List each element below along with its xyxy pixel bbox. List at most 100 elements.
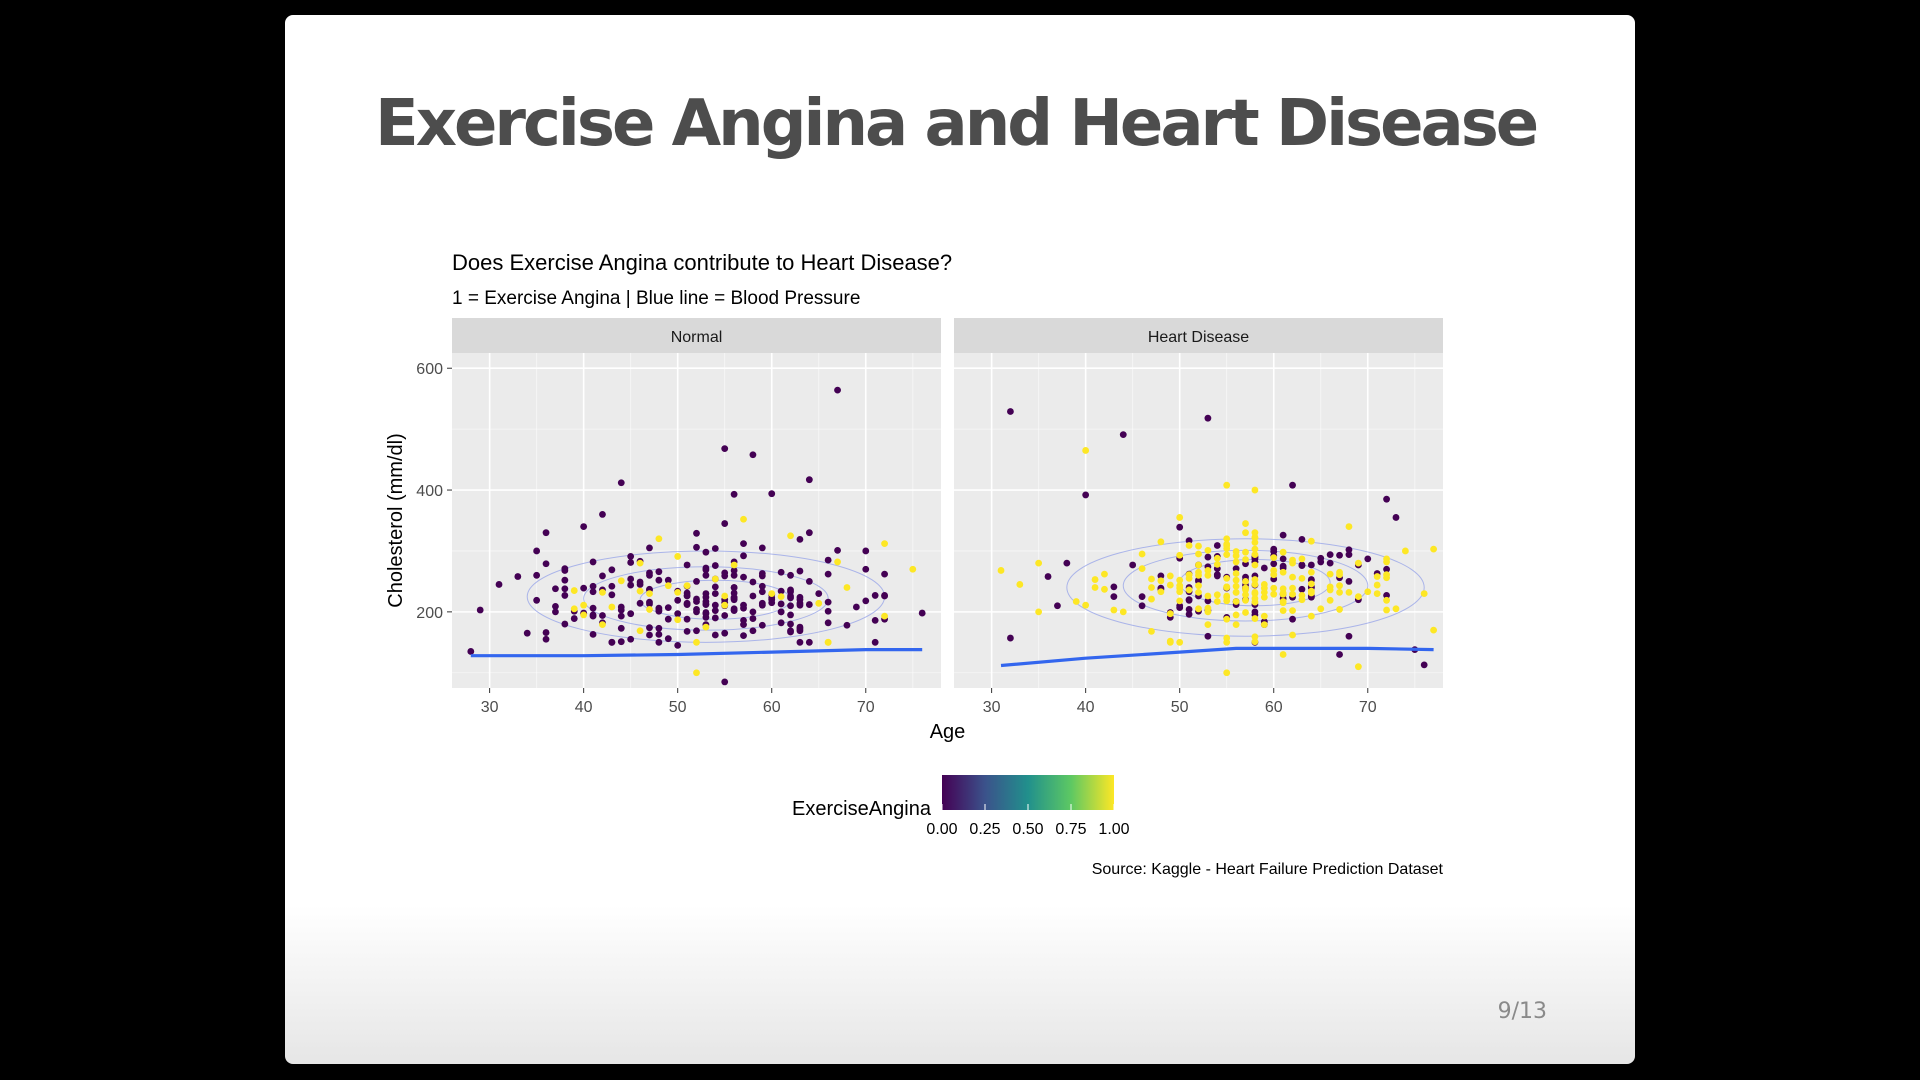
data-point (852, 603, 860, 611)
data-point (570, 605, 578, 613)
data-point (1326, 570, 1334, 578)
data-point (1129, 561, 1137, 569)
data-point (1336, 551, 1343, 559)
data-point (777, 568, 785, 576)
data-point (1195, 576, 1202, 584)
data-point (1270, 554, 1278, 562)
data-point (1232, 598, 1240, 605)
data-point (1213, 591, 1221, 599)
data-point (617, 479, 625, 487)
data-point (1035, 559, 1043, 567)
x-tick-label: 60 (763, 699, 781, 716)
data-point (815, 590, 823, 597)
data-point (561, 585, 569, 593)
data-point (655, 535, 663, 543)
data-point (617, 606, 625, 614)
data-point (1298, 535, 1306, 543)
data-point (1223, 542, 1231, 549)
data-point (561, 576, 569, 584)
data-point (721, 445, 729, 453)
data-point (627, 635, 635, 643)
facet-strip-label: Heart Disease (1148, 329, 1249, 346)
data-point (711, 575, 719, 583)
data-point (805, 476, 813, 484)
data-point (1223, 597, 1231, 605)
data-point (862, 565, 870, 573)
data-point (1082, 491, 1090, 499)
data-point (749, 451, 757, 459)
data-point (542, 560, 550, 568)
data-point (589, 612, 597, 620)
data-point (881, 540, 888, 548)
data-point (476, 606, 484, 614)
data-point (608, 591, 616, 599)
data-point (1204, 608, 1212, 616)
data-point (1383, 495, 1390, 503)
data-point (871, 638, 879, 646)
data-point (1232, 582, 1240, 590)
data-point (1091, 584, 1099, 591)
data-point (1204, 621, 1212, 629)
data-point (824, 570, 832, 578)
data-point (1279, 548, 1287, 556)
x-tick-label: 50 (1171, 699, 1189, 716)
data-point (711, 590, 719, 597)
data-point (636, 627, 644, 635)
data-point (636, 599, 644, 607)
data-point (1383, 574, 1390, 582)
data-point (1392, 605, 1400, 613)
data-point (1260, 593, 1268, 601)
density-contour (1066, 538, 1425, 637)
data-point (1373, 590, 1381, 597)
data-point (702, 593, 710, 601)
data-point (580, 601, 588, 609)
data-point (796, 596, 804, 604)
data-point (693, 529, 700, 537)
data-point (730, 594, 738, 602)
data-point (1138, 593, 1146, 601)
data-point (1270, 545, 1278, 553)
data-point (589, 582, 597, 590)
data-point (674, 641, 682, 649)
data-point (1430, 626, 1437, 634)
data-point (1279, 555, 1287, 563)
data-point (1232, 588, 1240, 596)
x-tick-label: 40 (575, 699, 593, 716)
data-point (1279, 568, 1287, 576)
data-point (824, 638, 832, 646)
data-point (561, 567, 569, 574)
data-point (702, 548, 710, 556)
data-point (1345, 551, 1353, 559)
data-point (1279, 531, 1287, 539)
data-point (702, 566, 710, 574)
legend-title: ExerciseAngina (792, 798, 932, 820)
data-point (1082, 447, 1090, 454)
data-point (711, 631, 719, 639)
data-point (1204, 597, 1212, 605)
data-point (702, 601, 710, 608)
facet-strip (954, 318, 1443, 353)
data-point (1195, 588, 1202, 596)
data-point (1383, 592, 1390, 599)
data-point (730, 584, 738, 591)
data-point (1035, 608, 1043, 616)
data-point (664, 604, 672, 611)
data-point (1383, 606, 1390, 614)
data-point (646, 631, 653, 639)
data-point (1148, 627, 1155, 635)
data-point (1232, 576, 1240, 584)
data-point (1336, 571, 1343, 579)
data-point (589, 558, 597, 566)
data-point (693, 669, 700, 677)
data-point (1420, 590, 1428, 597)
slide-title: Exercise Angina and Heart Disease (375, 87, 1539, 161)
data-point (1242, 529, 1249, 537)
data-point (711, 562, 719, 569)
data-point (730, 561, 738, 569)
data-point (627, 559, 635, 566)
data-point (711, 614, 719, 622)
data-point (1185, 596, 1193, 604)
legend-tick-label: 1.00 (1098, 821, 1129, 838)
data-point (683, 561, 691, 569)
data-point (1317, 605, 1325, 613)
